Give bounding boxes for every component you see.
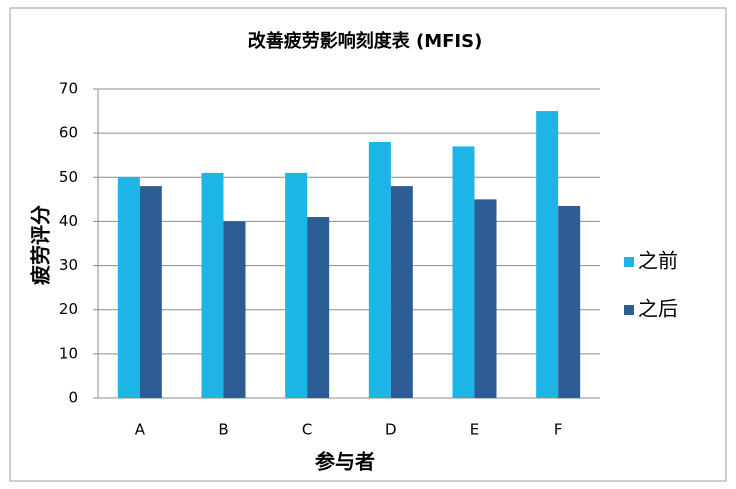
y-tick-label: 40 xyxy=(59,212,78,230)
bar xyxy=(117,177,140,398)
y-tick-label: 60 xyxy=(59,124,78,142)
y-tick-label: 0 xyxy=(68,389,78,407)
bar xyxy=(558,205,581,398)
bar xyxy=(139,186,162,398)
legend-label: 之前 xyxy=(638,249,678,273)
bar xyxy=(201,172,224,398)
bar xyxy=(285,172,308,398)
y-tick-label: 70 xyxy=(59,80,78,98)
y-tick-label: 30 xyxy=(59,256,78,274)
bar xyxy=(390,186,413,398)
bar xyxy=(223,221,246,398)
bar xyxy=(474,199,497,398)
bar xyxy=(452,146,475,398)
bar xyxy=(536,111,559,399)
y-tick-label: 10 xyxy=(59,344,78,362)
x-tick-label: F xyxy=(554,421,563,439)
x-tick-label: B xyxy=(218,421,228,439)
legend-swatch xyxy=(624,305,634,315)
x-tick-label: D xyxy=(385,421,397,439)
bar xyxy=(307,217,330,398)
y-tick-label: 50 xyxy=(59,168,78,186)
y-tick-label: 20 xyxy=(59,300,78,318)
x-tick-label: E xyxy=(470,421,479,439)
x-tick-label: A xyxy=(135,421,146,439)
legend-swatch xyxy=(624,257,634,267)
x-tick-label: C xyxy=(302,421,312,439)
y-axis-label: 疲劳评分 xyxy=(29,205,53,285)
chart-frame xyxy=(9,7,727,482)
x-axis-label: 参与者 xyxy=(315,450,375,474)
bar xyxy=(368,141,391,398)
chart-title: 改善疲劳影响刻度表 (MFIS) xyxy=(248,30,483,52)
legend-label: 之后 xyxy=(638,297,678,321)
